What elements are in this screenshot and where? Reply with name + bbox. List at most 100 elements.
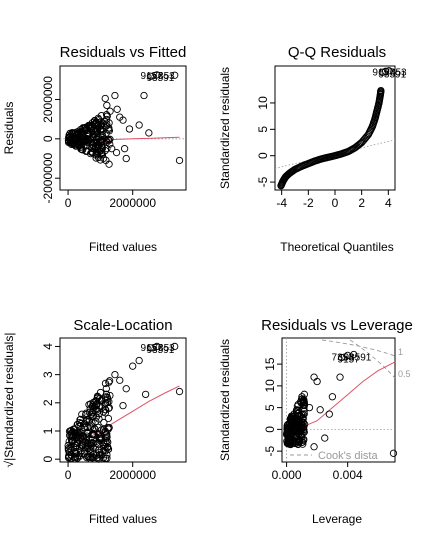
panel-title: Q-Q Residuals [288,44,386,61]
data-point [97,451,105,460]
data-point [119,116,127,124]
y-tick-label: 5 [263,404,277,411]
data-point [74,420,82,429]
data-point [72,441,81,450]
data-point [135,121,143,129]
point-id-label: 7353 [152,343,175,354]
data-point [102,156,110,165]
data-point [92,417,100,426]
data-point [72,452,80,460]
x-tick-label: 0 [332,196,339,210]
data-point [305,403,314,412]
data-point [71,444,79,452]
y-tick-label: 15 [263,357,277,371]
data-point [294,409,302,418]
cooks-contour-1 [321,339,396,357]
data-point [103,433,111,441]
data-point [66,444,74,453]
data-point [378,68,386,76]
plot-frame [59,65,187,191]
data-point [350,350,358,359]
data-point [153,342,161,351]
y-axis-label: √|Standardized residuals| [2,333,16,468]
data-point [105,377,114,385]
point-id-label: 9157 [140,71,163,82]
panel-title: Scale-Location [73,317,172,334]
cooks-contour-05 [349,339,396,379]
data-point [70,134,78,142]
data-point [328,393,337,401]
data-point [105,378,113,386]
data-point [99,154,108,163]
axis-ticks: 0 2000000 -2000000 0 2000000 [41,76,156,210]
data-point [153,71,161,79]
data-point [104,444,112,452]
panel-title: Residuals vs Fitted [60,44,187,61]
data-point [79,131,87,140]
data-point [94,393,102,401]
data-point [113,105,121,113]
x-tick-label: 0 [65,196,72,210]
data-point [95,436,104,444]
y-tick-label: 2 [41,399,55,406]
panel-residuals-vs-fitted: Residuals vs Fitted Fitted values Residu… [2,44,187,254]
data-point [91,144,100,152]
data-point [90,431,98,439]
data-point [288,417,296,426]
data-point [106,391,114,400]
data-point [99,408,108,416]
y-tick-label: 4 [41,343,55,350]
data-point [103,120,111,128]
y-tick-label: -5 [256,176,270,187]
data-point [89,132,97,141]
y-axis-label: Standardized residuals [218,67,232,189]
data-point [171,342,179,351]
data-point [84,453,92,461]
data-point [95,455,103,463]
point-id-label: 7353 [332,353,355,364]
data-point [88,439,96,447]
data-point [92,437,100,446]
x-axis-label: Fitted values [89,512,157,526]
panel-qq-residuals: Q-Q Residuals Theoretical Quantiles Stan… [218,44,407,254]
data-point [101,400,109,409]
axis-ticks: -4 -2 0 2 4 -5 0 5 10 [256,96,392,210]
axis-ticks: 0 2000000 0 1 2 3 4 [41,343,156,482]
data-point [288,412,296,420]
axis-ticks: 0.000 0.004 -5 0 5 10 15 [263,357,363,482]
point-id-label: 7353 [384,67,407,78]
data-point [298,433,306,441]
data-point [120,145,129,153]
data-point [316,406,324,414]
data-point [93,126,102,134]
data-point [92,413,100,421]
data-point [116,376,124,384]
data-point [88,419,96,427]
data-point [102,384,110,393]
data-point [74,130,82,138]
data-point [122,385,130,393]
y-tick-label: 10 [263,379,277,393]
data-point [88,122,96,130]
y-axis-label: Standardized residuals [218,339,232,461]
data-point [78,410,86,418]
y-tick-label: 0 [256,152,270,159]
data-points [64,71,184,168]
data-point [175,387,184,396]
data-point [69,428,77,437]
data-point [77,135,85,144]
data-point [95,402,103,410]
data-point [295,426,304,434]
data-points [282,350,398,457]
data-point [112,148,121,157]
data-point [75,433,84,441]
data-point [69,437,77,445]
x-tick-label: -2 [303,196,314,210]
data-point [65,454,73,462]
y-tick-label: 1 [41,427,55,434]
data-point [286,436,294,445]
